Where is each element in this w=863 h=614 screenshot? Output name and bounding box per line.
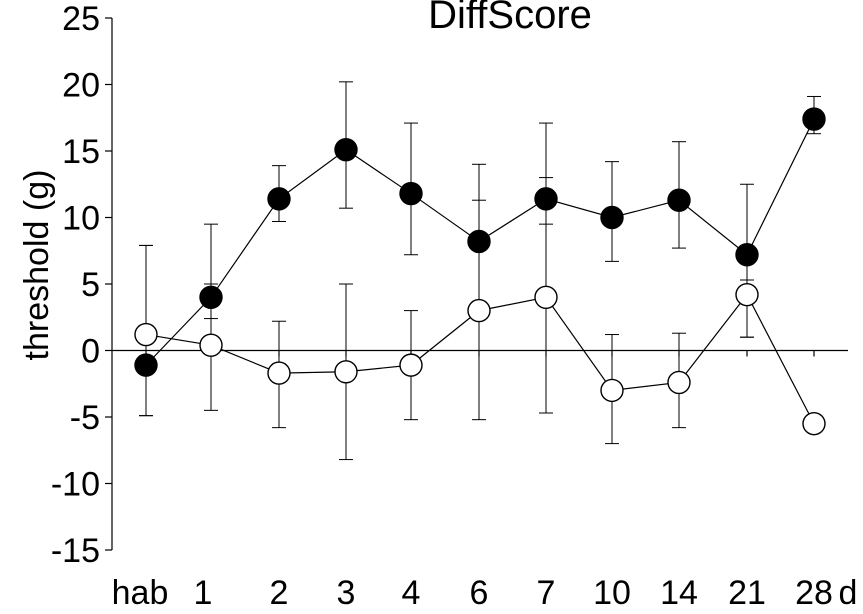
x-tick-label: 10: [593, 574, 631, 612]
x-tick-label: 21: [728, 574, 766, 612]
data-point: [735, 282, 759, 307]
data-point: [667, 370, 691, 395]
data-point: [534, 285, 558, 309]
series-filled: [134, 81, 826, 417]
y-tick-label: 5: [81, 266, 100, 304]
data-point: [467, 298, 491, 323]
x-tick-label: 3: [337, 574, 356, 612]
data-point: [399, 353, 423, 377]
y-tick-label: 20: [62, 67, 100, 105]
data-point: [134, 322, 158, 347]
y-tick-label: 0: [81, 333, 100, 371]
y-tick-label: -15: [51, 532, 100, 570]
series-open: [134, 177, 826, 461]
data-point: [199, 333, 223, 357]
data-point: [667, 188, 691, 212]
chart-title: DiffScore: [428, 0, 592, 37]
x-tick-label: 28: [795, 574, 833, 612]
axes: 25 20 15 10 5 0 -5 -10 -15 hab 1 2 3 4 6 7 10 14 21 28: [51, 0, 848, 612]
x-tick-label: hab: [112, 574, 169, 612]
x-tick-label: 7: [537, 574, 556, 612]
y-tick-label: 25: [62, 0, 100, 38]
y-tick-label: 15: [62, 133, 100, 171]
data-point: [600, 205, 624, 230]
x-tick-label: 1: [194, 574, 213, 612]
y-tick-label: -10: [51, 466, 100, 504]
data-point: [267, 187, 291, 211]
data-point: [735, 243, 759, 267]
data-point: [399, 181, 423, 206]
chart-marks: [134, 81, 826, 461]
x-unit-label: d: [839, 574, 858, 612]
y-tick-label: 10: [62, 200, 100, 238]
data-point: [267, 361, 291, 385]
y-tick-label: -5: [70, 399, 100, 437]
x-tick-label: 6: [470, 574, 489, 612]
x-tick-label: 14: [660, 574, 698, 612]
data-point: [802, 107, 826, 131]
data-point: [600, 378, 624, 403]
data-point: [334, 137, 358, 162]
data-point: [334, 360, 358, 384]
x-tick-label: 4: [402, 574, 421, 612]
data-point: [802, 411, 826, 436]
y-axis-label: threshold (g): [18, 170, 56, 361]
x-tick-label: 2: [270, 574, 289, 612]
